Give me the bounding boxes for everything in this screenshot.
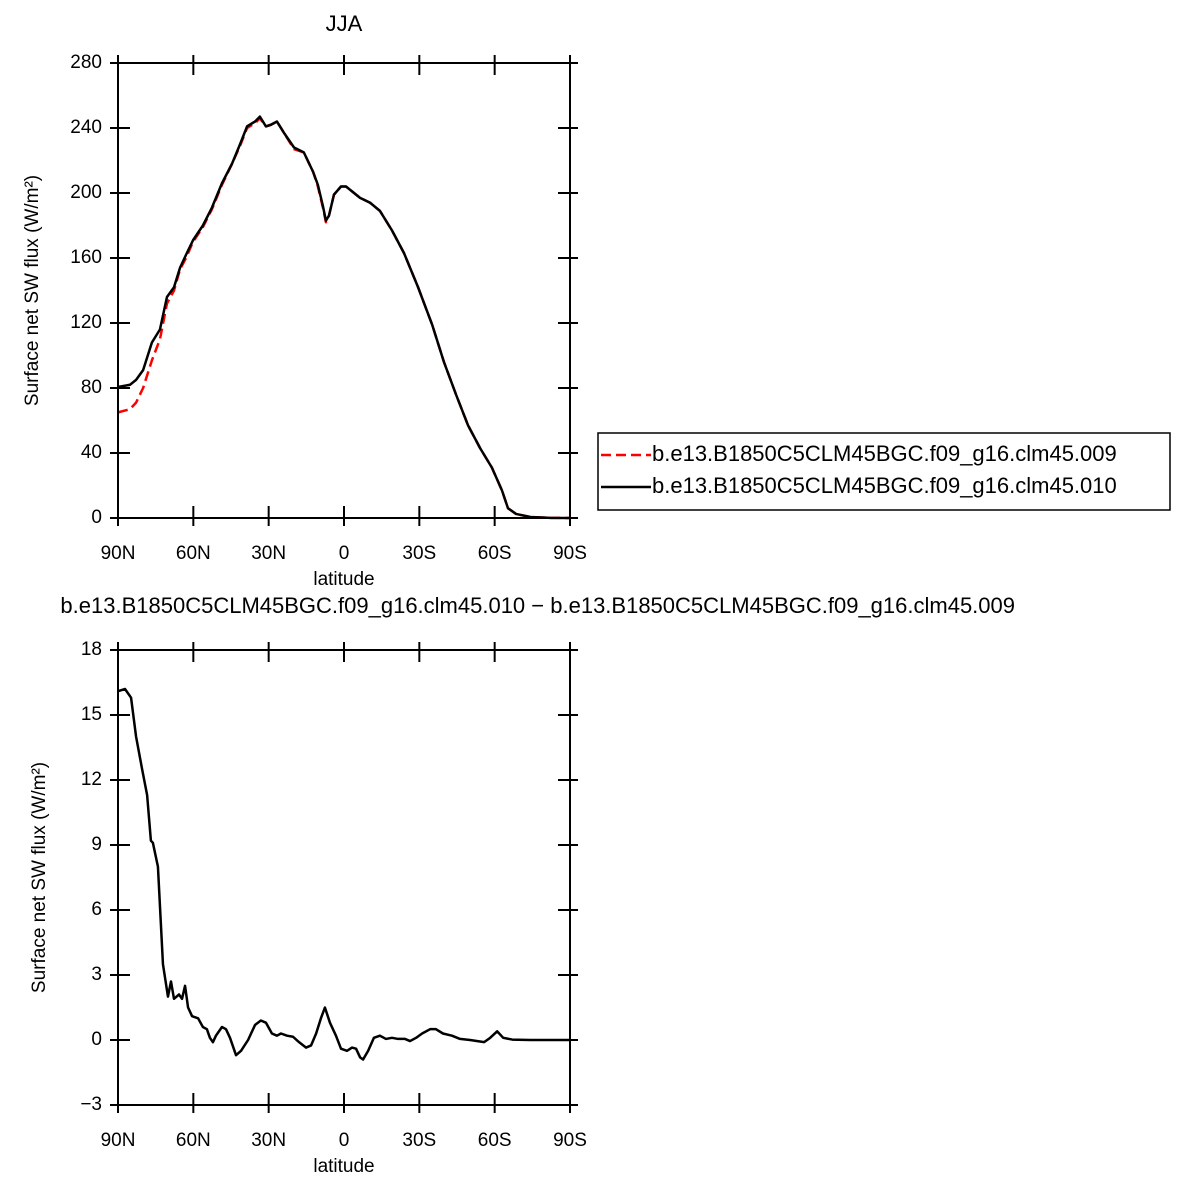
legend-box (597, 432, 1171, 511)
y-tick-label: 240 (70, 117, 102, 138)
y-tick-label: 80 (81, 377, 102, 398)
y-tick-label: 280 (70, 52, 102, 73)
x-tick-label: 90N (101, 1130, 136, 1151)
x-tick-label: 30S (402, 1130, 436, 1151)
y-tick-label: 12 (81, 769, 102, 790)
y-tick-label: 15 (81, 704, 102, 725)
y-tick-label: −3 (80, 1094, 102, 1115)
x-tick-label: 60N (176, 543, 211, 564)
y-tick-label: 0 (91, 1029, 102, 1050)
data-line (117, 115, 571, 520)
y-tick-label: 160 (70, 247, 102, 268)
plot-frame (117, 649, 571, 1106)
x-axis-label: latitude (313, 569, 374, 590)
y-tick-label: 120 (70, 312, 102, 333)
chart-title: JJA (326, 11, 363, 36)
y-tick-label: 0 (91, 507, 102, 528)
x-tick-label: 0 (339, 543, 350, 564)
y-tick-label: 40 (81, 442, 102, 463)
x-axis-label: latitude (313, 1156, 374, 1177)
x-tick-label: 90S (553, 1130, 587, 1151)
y-axis-label: Surface net SW flux (W/m²) (29, 762, 50, 993)
x-tick-label: 90S (553, 543, 587, 564)
y-tick-label: 200 (70, 182, 102, 203)
y-tick-label: 6 (91, 899, 102, 920)
y-tick-label: 9 (91, 834, 102, 855)
x-tick-label: 60N (176, 1130, 211, 1151)
x-tick-label: 30N (251, 543, 286, 564)
chart-title: b.e13.B1850C5CLM45BGC.f09_g16.clm45.010 … (60, 593, 1015, 618)
data-line (117, 117, 571, 520)
x-tick-label: 30N (251, 1130, 286, 1151)
legend-label: b.e13.B1850C5CLM45BGC.f09_g16.clm45.009 (652, 441, 1117, 466)
y-axis-label: Surface net SW flux (W/m²) (22, 175, 43, 406)
x-tick-label: 60S (478, 1130, 512, 1151)
y-tick-label: 3 (91, 964, 102, 985)
x-tick-label: 90N (101, 543, 136, 564)
data-line (117, 687, 570, 1061)
y-tick-label: 18 (81, 639, 102, 660)
legend-label: b.e13.B1850C5CLM45BGC.f09_g16.clm45.010 (652, 473, 1117, 498)
x-tick-label: 60S (478, 543, 512, 564)
x-tick-label: 0 (339, 1130, 350, 1151)
x-tick-label: 30S (402, 543, 436, 564)
plot-frame (117, 62, 571, 519)
